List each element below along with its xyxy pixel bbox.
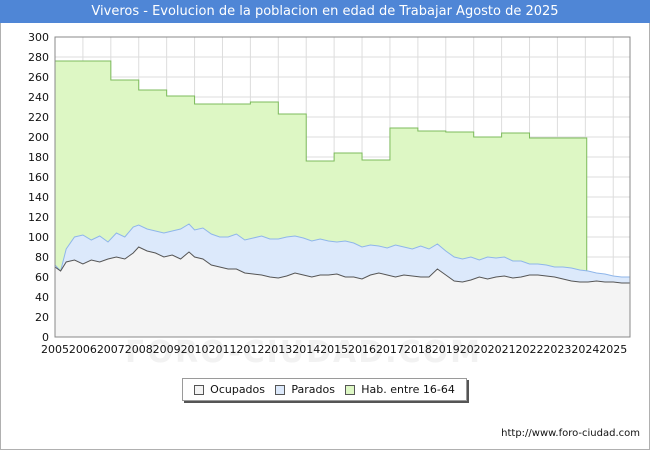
x-tick-label: 2024 [571,343,599,356]
plot-border [54,36,631,338]
y-tick-label: 260 [28,71,49,84]
legend-swatch-parados [275,384,286,395]
x-tick-label: 2008 [125,343,153,356]
series-ocupados-line [54,246,630,284]
y-tick-label: 140 [28,191,49,204]
x-tick-label: 2005 [41,343,69,356]
series-parados-line [54,223,630,278]
y-tick-label: 220 [28,111,49,124]
x-tick-label: 2015 [320,343,348,356]
x-tick-label: 2014 [292,343,320,356]
watermark-text: FORO-CIUDAD.COM [125,335,482,370]
series-ocupados-area [55,247,630,337]
y-tick-label: 200 [28,131,49,144]
legend-item-habitantes: Hab. entre 16-64 [345,383,455,396]
y-tick-label: 120 [28,211,49,224]
legend: Ocupados Parados Hab. entre 16-64 [182,378,467,401]
x-tick-label: 2018 [404,343,432,356]
y-tick-label: 180 [28,151,49,164]
x-tick-label: 2017 [376,343,404,356]
x-tick-label: 2023 [543,343,571,356]
y-tick-label: 40 [35,291,49,304]
legend-label-habitantes: Hab. entre 16-64 [361,383,455,396]
y-tick-label: 20 [35,311,49,324]
y-tick-label: 300 [28,31,49,44]
legend-item-parados: Parados [275,383,335,396]
chart-title: Viveros - Evolucion de la poblacion en e… [0,0,650,23]
x-tick-label: 2016 [348,343,376,356]
x-tick-label: 2011 [208,343,236,356]
y-tick-label: 240 [28,91,49,104]
x-tick-label: 2013 [264,343,292,356]
x-tick-label: 2020 [460,343,488,356]
x-tick-label: 2019 [432,343,460,356]
y-tick-label: 100 [28,231,49,244]
x-tick-label: 2007 [97,343,125,356]
x-tick-label: 2010 [181,343,209,356]
legend-item-ocupados: Ocupados [194,383,265,396]
x-tick-label: 2006 [69,343,97,356]
y-tick-label: 160 [28,171,49,184]
source-url: http://www.foro-ciudad.com [501,428,640,439]
x-tick-label: 2009 [153,343,181,356]
x-tick-label: 2021 [488,343,516,356]
legend-label-parados: Parados [291,383,335,396]
y-tick-label: 0 [42,331,49,344]
y-tick-label: 80 [35,251,49,264]
x-tick-label: 2025 [599,343,627,356]
legend-label-ocupados: Ocupados [210,383,266,396]
y-tick-label: 60 [35,271,49,284]
x-tick-label: 2012 [236,343,264,356]
plot-area: 0 20 40 60 80 100 120 140 160 180 200 220 240 260 280 3… [28,31,631,356]
legend-swatch-ocupados [194,384,205,395]
y-tick-label: 280 [28,51,49,64]
legend-swatch-habitantes [345,384,356,395]
x-tick-label: 2022 [516,343,544,356]
